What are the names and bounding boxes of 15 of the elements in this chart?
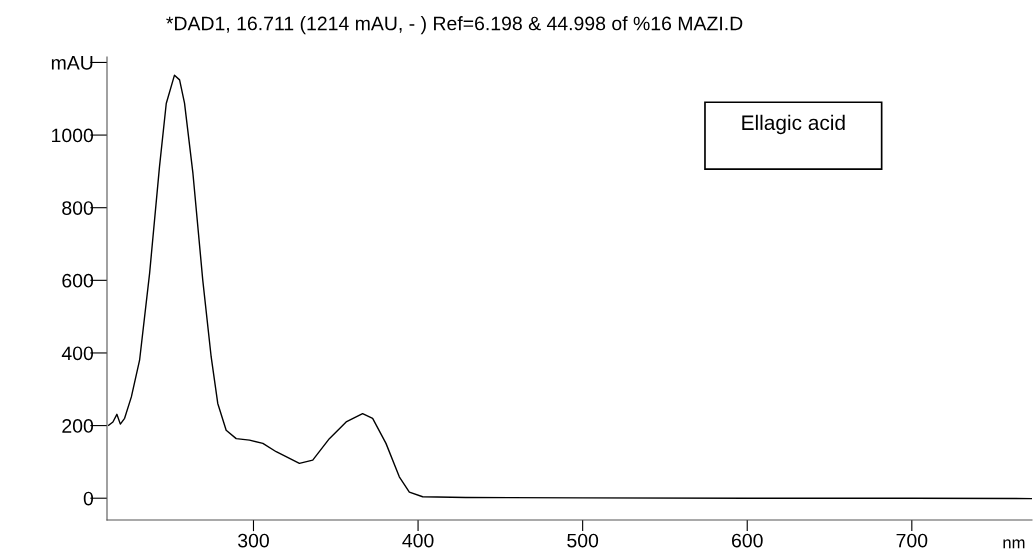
y-tick-label: 600	[62, 273, 94, 288]
y-tick-label: 1000	[52, 128, 94, 143]
y-tick-label: 200	[62, 419, 94, 433]
x-tick-label: 400	[402, 533, 434, 548]
y-tick-label: 0	[83, 491, 94, 506]
x-axis-title: nm	[1003, 539, 1025, 549]
x-tick-label: 300	[238, 533, 269, 548]
chart-title: *DAD1, 16.711 (1214 mAU, - ) Ref=6.198 & 44.998 of %16 MAZI.D	[166, 16, 743, 35]
x-tick-label: 700	[896, 533, 928, 548]
x-tick-label: 500	[567, 533, 599, 548]
annotation: Ellagic acid	[742, 114, 845, 135]
y-tick-label: mAU	[51, 56, 93, 70]
y-tick-label: 400	[61, 346, 94, 361]
y-tick-label: 800	[62, 201, 94, 215]
x-tick-label: 600	[732, 533, 763, 548]
